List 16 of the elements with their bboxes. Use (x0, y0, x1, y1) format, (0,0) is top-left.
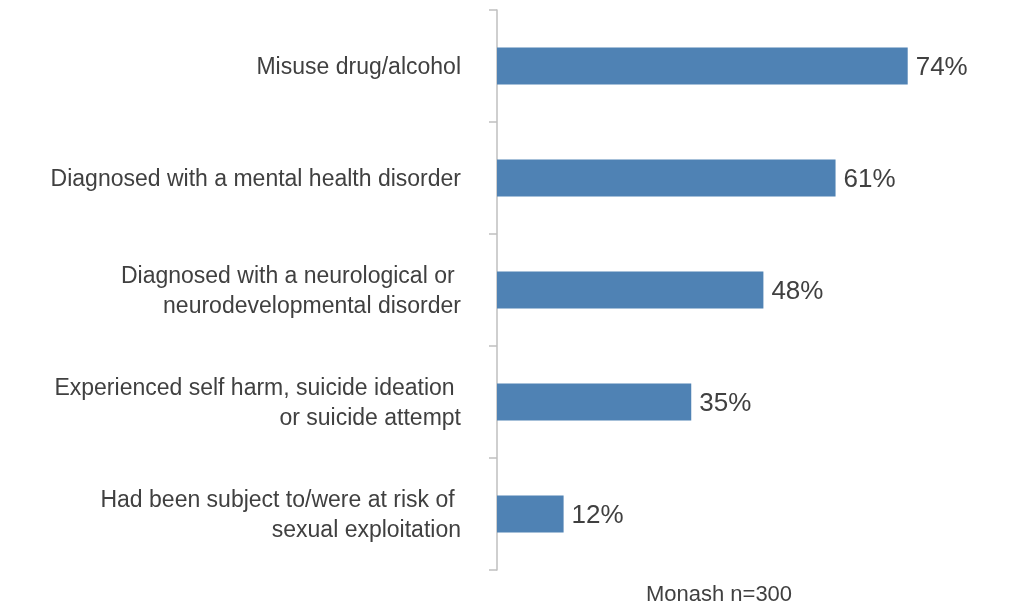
y-tick-label: Diagnosed with a mental health disorder (50, 165, 462, 191)
bar (497, 47, 908, 85)
y-tick-label: Misuse drug/alcohol (256, 53, 461, 79)
data-label: 74% (915, 51, 968, 81)
y-tick-label: Had been subject to/were at risk of sexual exploitation (100, 486, 461, 542)
y-tick-label: Experienced self harm, suicide ideation or suicide attempt (54, 374, 462, 430)
data-label: 35% (699, 387, 752, 417)
bar (497, 271, 764, 309)
x-axis-title: Monash n=300 (645, 580, 793, 606)
data-label: 12% (571, 499, 624, 529)
data-label: 61% (843, 163, 896, 193)
y-tick-label: Diagnosed with a neurological or neurodevelopmental disorder (120, 262, 462, 318)
bar (497, 383, 692, 421)
bar (497, 495, 564, 533)
data-label: 48% (771, 275, 824, 305)
bar (497, 159, 836, 197)
